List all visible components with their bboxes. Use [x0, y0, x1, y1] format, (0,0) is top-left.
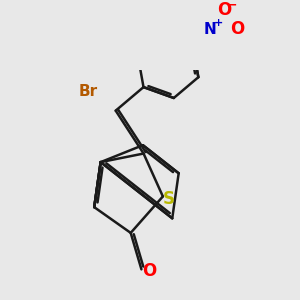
- Text: Br: Br: [78, 84, 98, 99]
- Text: S: S: [162, 190, 174, 208]
- Text: +: +: [214, 18, 223, 28]
- Text: O: O: [230, 20, 244, 38]
- Text: N: N: [203, 22, 216, 37]
- Text: O: O: [218, 2, 232, 20]
- Text: O: O: [142, 262, 156, 280]
- Text: −: −: [227, 0, 237, 11]
